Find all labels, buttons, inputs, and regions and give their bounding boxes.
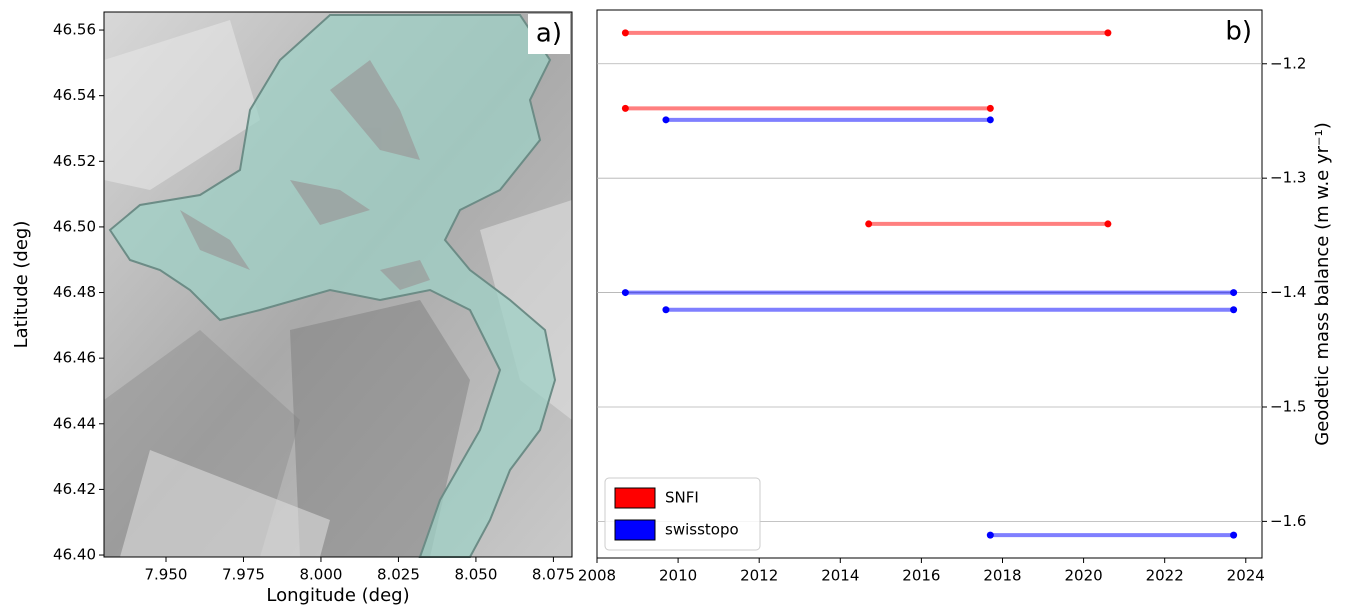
panel-label-box	[528, 14, 570, 54]
panel-label: b)	[1225, 17, 1252, 47]
y-tick-label: 46.44	[53, 414, 96, 432]
interval-end	[986, 116, 994, 124]
axes-frame	[596, 9, 1263, 559]
x-tick-label: 8.000	[299, 566, 342, 584]
x-tick-label: 2008	[578, 567, 616, 585]
nunataks	[180, 60, 430, 290]
x-tick-label: 2020	[1064, 567, 1102, 585]
y-tick-label: 46.54	[53, 86, 96, 104]
legend-swatch	[614, 487, 656, 509]
x-tick-label: 2024	[1227, 567, 1265, 585]
y-tick-label: −1.6	[1270, 512, 1306, 530]
y-tick-label: −1.3	[1270, 169, 1306, 187]
x-tick-label: 8.075	[532, 566, 575, 584]
interval-end	[986, 104, 994, 112]
interval-end	[1104, 220, 1112, 228]
legend-label: SNFI	[665, 489, 699, 507]
interval-end	[1230, 289, 1238, 297]
glacier	[108, 14, 557, 558]
interval-end	[1104, 29, 1112, 37]
x-axis-label: Longitude (deg)	[266, 585, 409, 605]
y-tick-label: −1.2	[1270, 54, 1306, 72]
legend-swatch	[614, 519, 656, 541]
interval-start	[621, 289, 629, 297]
interval-start	[621, 104, 629, 112]
y-axis-label: Geodetic mass balance (m w.e yr⁻¹)	[1312, 122, 1333, 446]
interval-end	[1230, 306, 1238, 314]
interval-start	[986, 531, 994, 539]
x-tick-label: 7.975	[222, 566, 265, 584]
x-tick-label: 2012	[740, 567, 778, 585]
y-tick-label: 46.48	[53, 283, 96, 301]
x-tick-label: 8.050	[454, 566, 497, 584]
x-tick-label: 2016	[902, 567, 940, 585]
x-tick-label: 2014	[821, 567, 859, 585]
y-tick-label: 46.42	[53, 480, 96, 498]
interval-start	[621, 29, 629, 37]
y-tick-label: −1.5	[1270, 397, 1306, 415]
y-tick-label: 46.40	[53, 546, 96, 564]
axes-frame	[103, 11, 573, 558]
y-tick-label: 46.52	[53, 152, 96, 170]
x-tick-label: 2018	[983, 567, 1021, 585]
y-axis-label: Latitude (deg)	[11, 221, 32, 349]
interval-start	[865, 220, 873, 228]
x-tick-label: 7.950	[145, 566, 188, 584]
y-tick-label: 46.50	[53, 217, 96, 235]
legend-label: swisstopo	[665, 521, 739, 539]
y-tick-label: 46.56	[53, 21, 96, 39]
x-tick-label: 2022	[1146, 567, 1184, 585]
panel-label: a)	[536, 19, 562, 49]
interval-start	[662, 116, 670, 124]
interval-end	[1230, 531, 1238, 539]
y-tick-label: −1.4	[1270, 283, 1306, 301]
x-tick-label: 2010	[659, 567, 697, 585]
y-tick-label: 46.46	[53, 349, 96, 367]
interval-start	[662, 306, 670, 314]
x-tick-label: 8.025	[377, 566, 420, 584]
